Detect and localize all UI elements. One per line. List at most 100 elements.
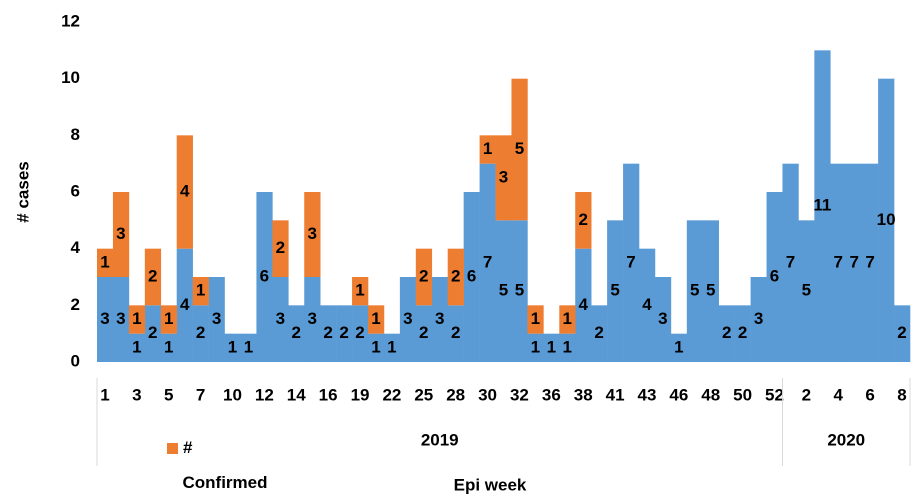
data-label: 2 <box>323 323 332 342</box>
data-label: 1 <box>387 337 396 356</box>
y-axis-label: # cases <box>13 161 32 222</box>
data-label: 7 <box>865 252 874 271</box>
x-tick-label: 6 <box>865 385 874 404</box>
x-tick-label: 32 <box>510 385 529 404</box>
bar-segment <box>798 220 815 362</box>
group-label: 2020 <box>827 430 865 449</box>
x-tick-label: 12 <box>255 385 274 404</box>
bar-segment <box>878 78 895 363</box>
bar-segment <box>176 248 193 362</box>
data-label: 2 <box>292 323 301 342</box>
bar-segment <box>702 220 720 362</box>
bar-segment <box>814 50 831 362</box>
bar-segment <box>192 305 209 362</box>
data-label: 3 <box>276 309 285 328</box>
legend-swatch <box>167 443 178 454</box>
data-label: 2 <box>578 210 587 229</box>
bar-segment <box>686 220 704 362</box>
data-label: 3 <box>754 309 763 328</box>
data-label: 5 <box>802 281 811 300</box>
bar-segment <box>272 277 289 362</box>
bar-segment <box>304 277 321 362</box>
bar-segment <box>128 333 146 362</box>
data-label: 2 <box>722 323 731 342</box>
data-label: 1 <box>355 281 364 300</box>
bar-segment <box>479 135 496 164</box>
bar-segment <box>575 248 592 362</box>
data-label: 2 <box>355 323 364 342</box>
data-label: 4 <box>180 295 190 314</box>
data-label: 7 <box>786 252 795 271</box>
data-label: 3 <box>307 309 316 328</box>
bar-segment <box>734 305 751 362</box>
data-label: 1 <box>563 309 572 328</box>
data-label: 2 <box>451 323 460 342</box>
bar-segment <box>591 305 608 362</box>
data-label: 5 <box>515 281 524 300</box>
x-tick-label: 3 <box>132 385 141 404</box>
data-label: 3 <box>212 309 221 328</box>
bar-segment <box>97 277 114 362</box>
data-label: 5 <box>499 281 508 300</box>
bar-segment <box>128 305 146 334</box>
y-tick-label: 6 <box>71 181 80 200</box>
x-tick-label: 48 <box>701 385 720 404</box>
bar-segment <box>144 305 162 362</box>
x-tick-label: 16 <box>319 385 338 404</box>
data-label: 4 <box>180 181 190 200</box>
bar-segment <box>495 135 512 221</box>
data-label: 5 <box>706 281 715 300</box>
bar-segment <box>431 277 449 362</box>
x-tick-label: 5 <box>164 385 173 404</box>
bar-segment <box>288 305 305 362</box>
bar-segment <box>112 277 130 362</box>
bar-segment <box>336 305 353 362</box>
x-axis-label: Epi week <box>454 475 527 494</box>
bar-segment <box>718 305 735 362</box>
data-label: 2 <box>148 323 157 342</box>
x-tick-label: 4 <box>834 385 844 404</box>
bar-segment <box>495 220 512 362</box>
x-tick-label: 14 <box>287 385 306 404</box>
x-tick-label: 41 <box>606 385 625 404</box>
bar-segment <box>304 192 321 277</box>
bar-segment <box>639 248 656 362</box>
data-label: 2 <box>594 323 603 342</box>
legend-label: # Confirmed <box>183 438 268 492</box>
data-label: 2 <box>419 323 428 342</box>
bar-segment <box>399 277 417 362</box>
data-label: 6 <box>770 266 779 285</box>
bar-segment <box>383 333 401 362</box>
bar-segment <box>511 78 528 221</box>
data-label: 4 <box>578 295 588 314</box>
bar-segment <box>192 277 209 306</box>
bar-segment <box>479 163 496 362</box>
x-tick-label: 7 <box>196 385 205 404</box>
bar-segment <box>368 333 385 362</box>
x-tick-label: 30 <box>478 385 497 404</box>
bar-segment <box>208 277 225 362</box>
x-tick-label: 19 <box>351 385 370 404</box>
y-tick-label: 0 <box>71 351 80 370</box>
data-label: 11 <box>813 196 831 215</box>
bar-segment <box>782 163 799 362</box>
bar-segment <box>368 305 385 334</box>
x-tick-label: 43 <box>638 385 657 404</box>
data-label: 1 <box>547 337 556 356</box>
bar-segment <box>766 192 783 362</box>
bar-segment <box>607 220 624 362</box>
bar-segment <box>559 305 576 334</box>
bar-segment <box>862 163 879 362</box>
data-label: 3 <box>499 167 508 186</box>
bar-segment <box>750 277 767 362</box>
data-label: 1 <box>563 337 572 356</box>
bar-segment <box>224 333 241 362</box>
bar-segment <box>846 163 863 362</box>
y-tick-label: 10 <box>61 68 80 87</box>
bar-segment <box>463 192 480 362</box>
data-label: 3 <box>435 309 444 328</box>
bar-segment <box>623 163 640 362</box>
bar-segment <box>543 333 560 362</box>
x-tick-label: 46 <box>669 385 688 404</box>
